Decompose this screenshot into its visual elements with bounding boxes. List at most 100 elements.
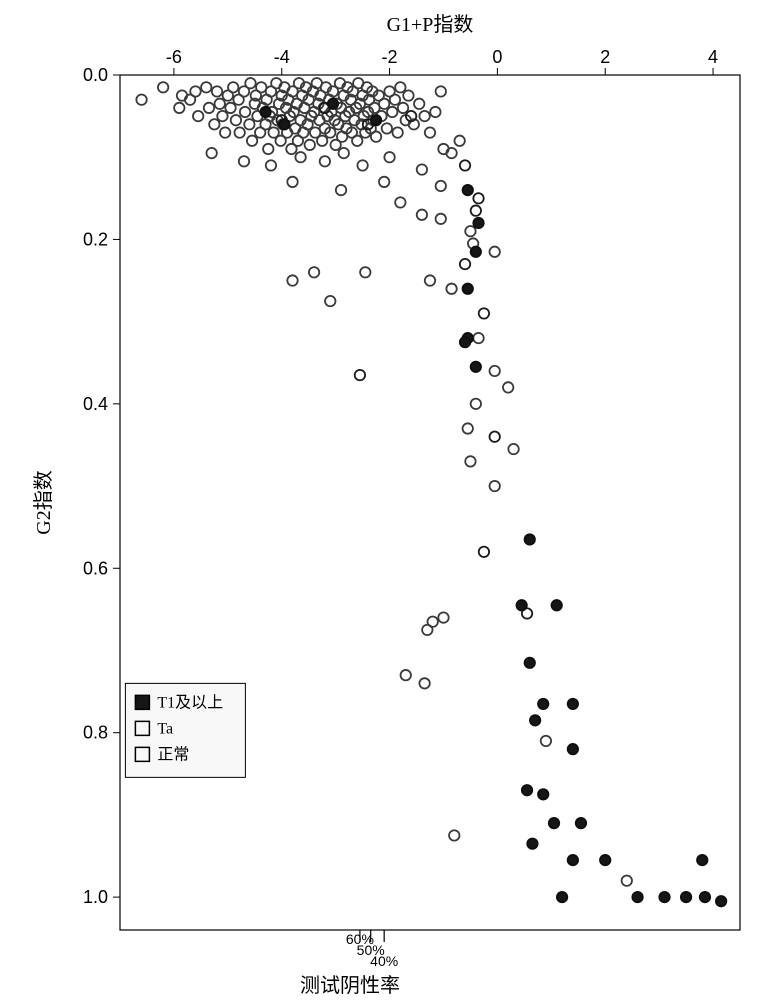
- x-tick-label: 2: [600, 47, 610, 67]
- data-point-normal: [339, 148, 349, 158]
- data-point-normal: [430, 107, 440, 117]
- data-point-ta: [471, 205, 481, 215]
- tnr-axis-title: 测试阴性率: [300, 974, 400, 997]
- y-tick-label: 0.0: [83, 65, 108, 85]
- data-point-normal: [309, 267, 319, 277]
- data-point-normal: [419, 111, 429, 121]
- data-point-normal: [489, 481, 499, 491]
- data-point-normal: [305, 140, 315, 150]
- data-point-t1: [716, 896, 726, 906]
- data-point-normal: [454, 136, 464, 146]
- data-point-normal: [244, 119, 254, 129]
- data-point-normal: [174, 103, 184, 113]
- data-point-normal: [215, 99, 225, 109]
- data-point-normal: [190, 86, 200, 96]
- data-point-normal: [287, 275, 297, 285]
- data-point-normal: [390, 94, 400, 104]
- data-point-t1: [522, 785, 532, 795]
- data-point-normal: [295, 152, 305, 162]
- scatter-chart: -6-4-2024G1+P指数0.00.20.40.60.81.0G2指数60%…: [0, 0, 775, 1000]
- data-point-normal: [449, 830, 459, 840]
- data-point-t1: [681, 892, 691, 902]
- data-point-ta: [489, 432, 499, 442]
- data-point-normal: [489, 366, 499, 376]
- data-point-t1: [557, 892, 567, 902]
- legend-label: T1及以上: [157, 693, 223, 711]
- data-point-normal: [414, 99, 424, 109]
- data-point-t1: [697, 855, 707, 865]
- data-point-t1: [568, 744, 578, 754]
- data-point-normal: [403, 90, 413, 100]
- data-point-normal: [317, 136, 327, 146]
- data-point-t1: [525, 658, 535, 668]
- data-point-normal: [263, 144, 273, 154]
- data-point-t1: [260, 107, 270, 117]
- data-point-normal: [471, 399, 481, 409]
- data-point-t1: [463, 185, 473, 195]
- data-point-normal: [425, 275, 435, 285]
- data-point-t1: [516, 600, 526, 610]
- y-tick-label: 0.6: [83, 558, 108, 578]
- data-point-normal: [206, 148, 216, 158]
- data-point-normal: [247, 136, 257, 146]
- data-point-t1: [538, 699, 548, 709]
- data-point-normal: [360, 267, 370, 277]
- data-point-t1: [632, 892, 642, 902]
- data-point-normal: [239, 156, 249, 166]
- data-point-t1: [600, 855, 610, 865]
- data-point-normal: [489, 247, 499, 257]
- data-point-normal: [220, 127, 230, 137]
- data-point-normal: [266, 160, 276, 170]
- data-point-normal: [438, 612, 448, 622]
- x-tick-label: 0: [492, 47, 502, 67]
- data-point-t1: [576, 818, 586, 828]
- data-point-normal: [193, 111, 203, 121]
- data-point-normal: [417, 210, 427, 220]
- x-tick-label: -6: [166, 47, 182, 67]
- data-point-t1: [527, 838, 537, 848]
- data-point-normal: [382, 123, 392, 133]
- data-point-t1: [463, 284, 473, 294]
- data-point-ta: [460, 160, 470, 170]
- data-point-normal: [398, 103, 408, 113]
- legend-label: 正常: [157, 745, 189, 763]
- x-tick-label: 4: [708, 47, 718, 67]
- data-point-t1: [473, 218, 483, 228]
- data-point-t1: [568, 855, 578, 865]
- data-point-ta: [460, 259, 470, 269]
- data-point-t1: [371, 115, 381, 125]
- data-point-ta: [479, 308, 489, 318]
- data-point-normal: [136, 94, 146, 104]
- data-point-normal: [436, 86, 446, 96]
- data-point-normal: [419, 678, 429, 688]
- data-point-t1: [549, 818, 559, 828]
- data-point-normal: [204, 103, 214, 113]
- data-point-normal: [425, 127, 435, 137]
- data-point-normal: [395, 82, 405, 92]
- y-tick-label: 0.8: [83, 723, 108, 743]
- data-point-normal: [212, 86, 222, 96]
- data-point-normal: [436, 181, 446, 191]
- data-point-normal: [209, 119, 219, 129]
- data-point-normal: [245, 78, 255, 88]
- data-point-normal: [240, 107, 250, 117]
- x-tick-label: -4: [274, 47, 290, 67]
- data-point-normal: [228, 82, 238, 92]
- data-point-ta: [479, 547, 489, 557]
- data-point-t1: [568, 699, 578, 709]
- data-point-normal: [379, 177, 389, 187]
- data-point-normal: [158, 82, 168, 92]
- data-point-normal: [465, 226, 475, 236]
- legend-label: Ta: [157, 720, 173, 737]
- data-point-normal: [336, 185, 346, 195]
- tnr-tick-label: 40%: [370, 953, 398, 969]
- data-point-t1: [525, 534, 535, 544]
- data-point-normal: [352, 136, 362, 146]
- data-point-t1: [471, 247, 481, 257]
- data-point-normal: [395, 197, 405, 207]
- data-point-normal: [541, 736, 551, 746]
- data-point-normal: [320, 156, 330, 166]
- data-point-normal: [387, 107, 397, 117]
- data-point-t1: [279, 119, 289, 129]
- data-point-normal: [217, 111, 227, 121]
